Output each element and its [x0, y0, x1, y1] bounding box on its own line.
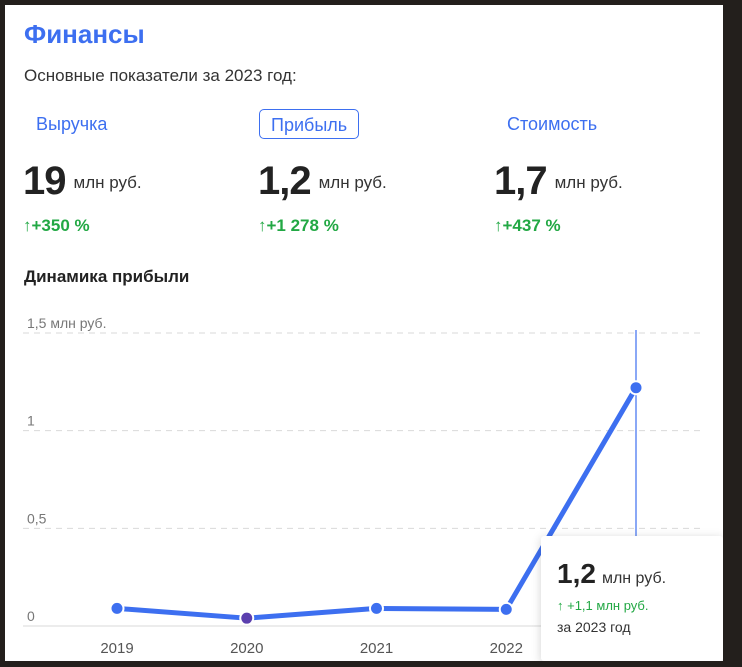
page-title: Финансы [24, 19, 145, 49]
metric-revenue-unit: млн руб. [73, 173, 142, 192]
metric-revenue: 19 млн руб. [23, 159, 142, 204]
x-tick-label: 2019 [100, 640, 133, 657]
y-tick-label: 0,5 [27, 510, 47, 526]
metric-value-value: 1,7 [494, 159, 548, 203]
data-point[interactable] [239, 610, 255, 626]
tooltip-unit: млн руб. [601, 570, 667, 587]
metric-profit: 1,2 млн руб. [258, 159, 387, 204]
tab-value[interactable]: Стоимость [507, 114, 598, 134]
metric-revenue-change: ↑+350 % [23, 216, 90, 235]
x-tick-label: 2022 [490, 640, 523, 657]
y-tick-label: 1 [27, 413, 35, 429]
chart-tooltip: 1,2 млн руб. ↑ +1,1 млн руб. за 2023 год [541, 536, 723, 661]
metric-profit-value: 1,2 [258, 159, 312, 203]
tooltip-value: 1,2 [557, 558, 596, 589]
page-subtitle: Основные показатели за 2023 год: [24, 66, 297, 85]
x-tick-label: 2021 [360, 640, 393, 657]
data-point[interactable] [498, 601, 514, 617]
metric-value-unit: млн руб. [554, 173, 623, 192]
data-point[interactable] [369, 600, 384, 616]
tooltip-delta: ↑ +1,1 млн руб. [557, 598, 649, 613]
x-tick-label: 2020 [230, 640, 263, 657]
section-title: Динамика прибыли [24, 267, 190, 286]
metric-value-change: ↑+437 % [494, 216, 561, 235]
y-tick-label: 1,5 млн руб. [27, 315, 106, 331]
metric-profit-unit: млн руб. [318, 173, 387, 192]
finance-card: Финансы Основные показатели за 2023 год:… [5, 5, 723, 661]
tooltip-period: за 2023 год [557, 619, 631, 635]
metric-value: 1,7 млн руб. [494, 159, 623, 204]
metric-revenue-value: 19 [23, 159, 66, 203]
tab-revenue[interactable]: Выручка [36, 114, 108, 134]
y-tick-label: 0 [27, 608, 35, 624]
data-point[interactable] [109, 600, 125, 616]
data-point[interactable] [628, 380, 644, 396]
metric-profit-change: ↑+1 278 % [258, 216, 339, 235]
tab-profit[interactable]: Прибыль [259, 109, 360, 139]
